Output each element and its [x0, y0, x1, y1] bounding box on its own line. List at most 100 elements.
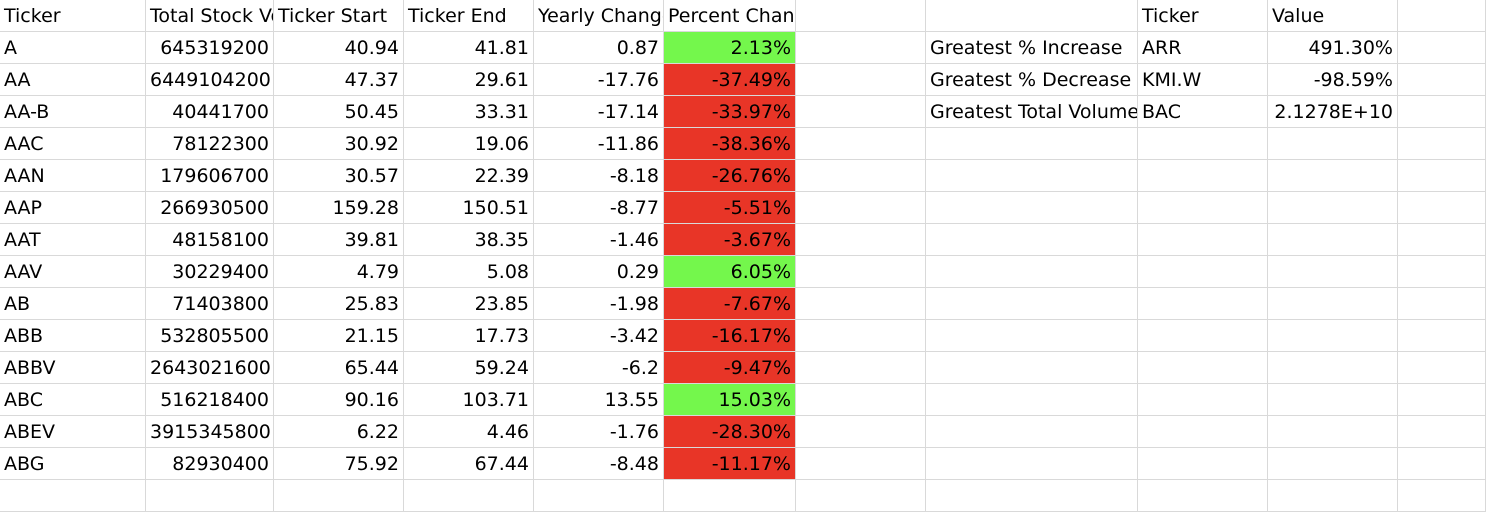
grid-cell[interactable] [1268, 160, 1398, 192]
grid-cell[interactable] [796, 416, 926, 448]
summary-label[interactable]: Greatest % Decrease [926, 64, 1138, 96]
grid-cell[interactable] [926, 352, 1138, 384]
grid-cell[interactable] [926, 480, 1138, 512]
grid-cell[interactable] [1138, 128, 1268, 160]
cell-ticker-end[interactable]: 17.73 [404, 320, 534, 352]
grid-cell[interactable] [1398, 352, 1486, 384]
cell-percent-change[interactable]: -7.67% [664, 288, 796, 320]
summary-header-value[interactable]: Value [1268, 0, 1398, 32]
header-ticker-end[interactable]: Ticker End [404, 0, 534, 32]
header-total-stock-volume[interactable]: Total Stock Volume [146, 0, 274, 32]
header-yearly-change[interactable]: Yearly Change [534, 0, 664, 32]
grid-cell[interactable] [1268, 128, 1398, 160]
grid-cell[interactable] [796, 448, 926, 480]
cell-ticker-end[interactable]: 4.46 [404, 416, 534, 448]
grid-cell[interactable] [1268, 384, 1398, 416]
grid-cell[interactable] [1138, 384, 1268, 416]
grid-cell[interactable] [796, 256, 926, 288]
cell-ticker-start[interactable]: 30.57 [274, 160, 404, 192]
cell-ticker-end[interactable]: 29.61 [404, 64, 534, 96]
cell-total-stock-volume[interactable]: 645319200 [146, 32, 274, 64]
grid-cell[interactable] [1268, 416, 1398, 448]
grid-cell[interactable] [1398, 416, 1486, 448]
cell-total-stock-volume[interactable]: 3915345800 [146, 416, 274, 448]
grid-cell[interactable] [274, 480, 404, 512]
cell-ticker-start[interactable]: 25.83 [274, 288, 404, 320]
summary-ticker[interactable]: BAC [1138, 96, 1268, 128]
cell-ticker-start[interactable]: 40.94 [274, 32, 404, 64]
cell-ticker-end[interactable]: 23.85 [404, 288, 534, 320]
grid-cell[interactable] [926, 416, 1138, 448]
cell-ticker[interactable]: ABEV [0, 416, 146, 448]
cell-yearly-change[interactable]: -11.86 [534, 128, 664, 160]
grid-cell[interactable] [1398, 128, 1486, 160]
cell-total-stock-volume[interactable]: 516218400 [146, 384, 274, 416]
grid-cell[interactable] [796, 128, 926, 160]
cell-percent-change[interactable]: -11.17% [664, 448, 796, 480]
summary-label[interactable]: Greatest Total Volume [926, 96, 1138, 128]
grid-cell[interactable] [1268, 256, 1398, 288]
grid-cell[interactable] [1138, 288, 1268, 320]
cell-total-stock-volume[interactable]: 71403800 [146, 288, 274, 320]
grid-cell[interactable] [1398, 480, 1486, 512]
cell-percent-change[interactable]: -26.76% [664, 160, 796, 192]
grid-cell[interactable] [926, 224, 1138, 256]
cell-percent-change[interactable]: 6.05% [664, 256, 796, 288]
cell-ticker-end[interactable]: 22.39 [404, 160, 534, 192]
cell-ticker-start[interactable]: 4.79 [274, 256, 404, 288]
grid-cell[interactable] [796, 480, 926, 512]
cell-yearly-change[interactable]: -3.42 [534, 320, 664, 352]
cell-percent-change[interactable]: -28.30% [664, 416, 796, 448]
grid-cell[interactable] [1268, 448, 1398, 480]
grid-cell[interactable] [1138, 416, 1268, 448]
cell-percent-change[interactable]: 2.13% [664, 32, 796, 64]
cell-ticker-start[interactable]: 47.37 [274, 64, 404, 96]
cell-ticker[interactable]: ABG [0, 448, 146, 480]
cell-yearly-change[interactable]: 13.55 [534, 384, 664, 416]
grid-cell[interactable] [1398, 160, 1486, 192]
grid-cell[interactable] [796, 0, 926, 32]
cell-ticker[interactable]: AB [0, 288, 146, 320]
grid-cell[interactable] [1398, 96, 1486, 128]
cell-total-stock-volume[interactable]: 48158100 [146, 224, 274, 256]
cell-ticker-end[interactable]: 19.06 [404, 128, 534, 160]
summary-label[interactable]: Greatest % Increase [926, 32, 1138, 64]
grid-cell[interactable] [796, 224, 926, 256]
header-percent-change[interactable]: Percent Change [664, 0, 796, 32]
cell-ticker-start[interactable]: 39.81 [274, 224, 404, 256]
grid-cell[interactable] [1138, 448, 1268, 480]
summary-ticker[interactable]: KMI.W [1138, 64, 1268, 96]
cell-ticker-end[interactable]: 103.71 [404, 384, 534, 416]
grid-cell[interactable] [926, 192, 1138, 224]
summary-value[interactable]: -98.59% [1268, 64, 1398, 96]
cell-yearly-change[interactable]: -6.2 [534, 352, 664, 384]
cell-total-stock-volume[interactable]: 179606700 [146, 160, 274, 192]
grid-cell[interactable] [1398, 256, 1486, 288]
grid-cell[interactable] [1268, 192, 1398, 224]
cell-ticker-start[interactable]: 65.44 [274, 352, 404, 384]
cell-percent-change[interactable]: -3.67% [664, 224, 796, 256]
cell-total-stock-volume[interactable]: 82930400 [146, 448, 274, 480]
grid-cell[interactable] [926, 0, 1138, 32]
grid-cell[interactable] [1138, 224, 1268, 256]
grid-cell[interactable] [926, 160, 1138, 192]
grid-cell[interactable] [796, 320, 926, 352]
grid-cell[interactable] [1268, 224, 1398, 256]
grid-cell[interactable] [1398, 320, 1486, 352]
cell-yearly-change[interactable]: -1.46 [534, 224, 664, 256]
grid-cell[interactable] [926, 288, 1138, 320]
cell-total-stock-volume[interactable]: 78122300 [146, 128, 274, 160]
grid-cell[interactable] [926, 128, 1138, 160]
grid-cell[interactable] [796, 160, 926, 192]
cell-ticker[interactable]: ABC [0, 384, 146, 416]
grid-cell[interactable] [146, 480, 274, 512]
grid-cell[interactable] [796, 64, 926, 96]
grid-cell[interactable] [796, 288, 926, 320]
cell-ticker-end[interactable]: 38.35 [404, 224, 534, 256]
grid-cell[interactable] [1138, 320, 1268, 352]
grid-cell[interactable] [0, 480, 146, 512]
grid-cell[interactable] [1398, 64, 1486, 96]
grid-cell[interactable] [926, 256, 1138, 288]
grid-cell[interactable] [796, 32, 926, 64]
